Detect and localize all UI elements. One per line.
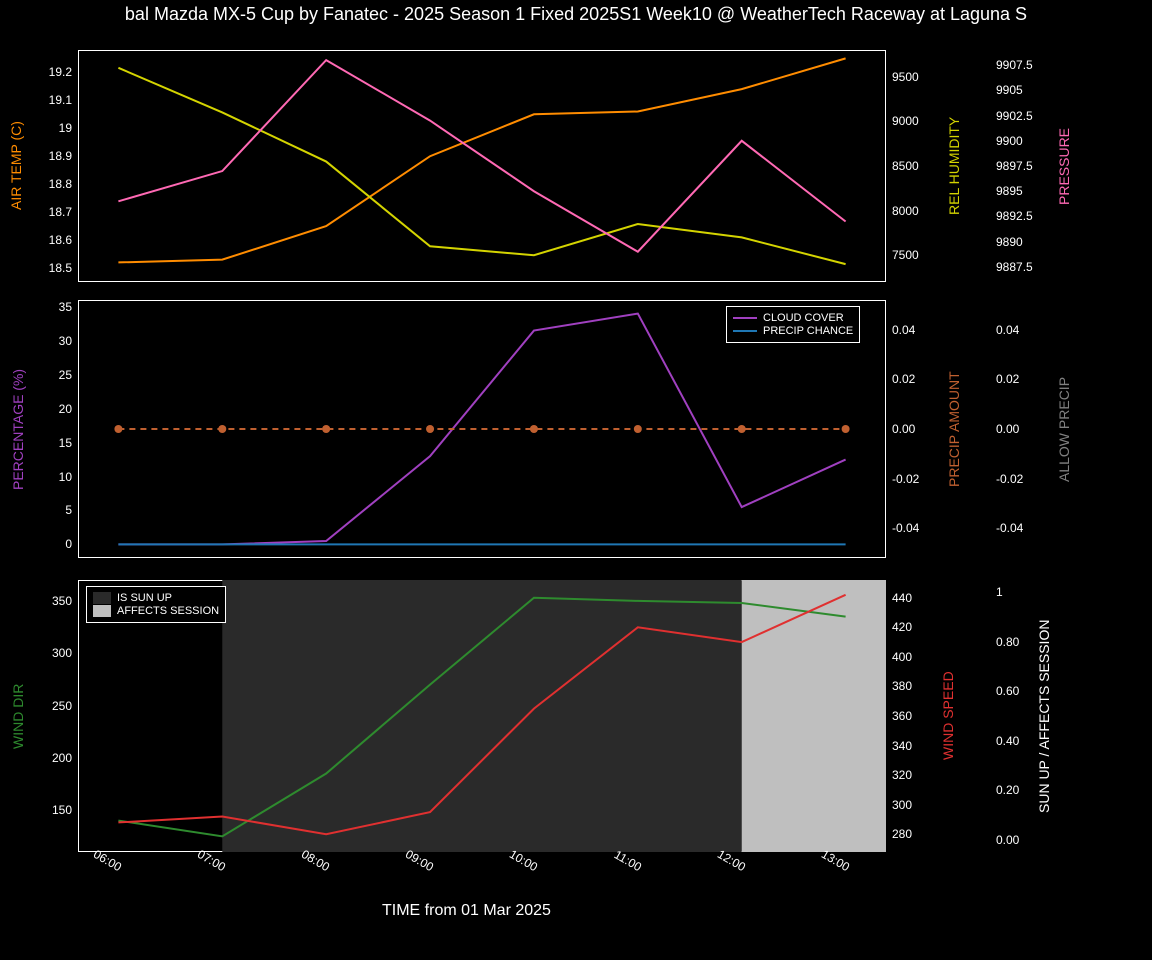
ylabel-allow-precip: ALLOW PRECIP (1056, 300, 1072, 558)
ytick-pct: 15 (24, 436, 72, 450)
legend-item-affects: AFFECTS SESSION (93, 605, 219, 617)
ytick-press: 9895 (996, 184, 1023, 198)
ytick-pct: 0 (24, 537, 72, 551)
ytick-amt: 0.04 (892, 323, 915, 337)
ytick-press: 9887.5 (996, 260, 1033, 274)
panel1-svg (78, 50, 886, 282)
ytick-spd: 280 (892, 827, 912, 841)
ytick-humid: 7500 (892, 248, 919, 262)
ytick-pct: 25 (24, 368, 72, 382)
ytick-sun: 0.60 (996, 684, 1019, 698)
ytick-press: 9897.5 (996, 159, 1033, 173)
ytick-spd: 340 (892, 739, 912, 753)
legend-panel3: IS SUN UPAFFECTS SESSION (86, 586, 226, 623)
ytick-air: 18.8 (24, 177, 72, 191)
ylabel-wind-speed: WIND SPEED (940, 580, 956, 852)
ytick-humid: 9000 (892, 114, 919, 128)
ytick-air: 18.7 (24, 205, 72, 219)
ytick-amt: 0.02 (892, 372, 915, 386)
ylabel-pressure: PRESSURE (1056, 50, 1072, 282)
ytick-pct: 5 (24, 503, 72, 517)
xlabel-time: TIME from 01 Mar 2025 (382, 902, 551, 920)
ytick-press: 9902.5 (996, 109, 1033, 123)
ytick-dir: 250 (24, 699, 72, 713)
ytick-press: 9890 (996, 235, 1023, 249)
ytick-sun: 0.20 (996, 783, 1019, 797)
ytick-allow: -0.02 (996, 472, 1023, 486)
ylabel-sun: SUN UP / AFFECTS SESSION (1036, 580, 1052, 852)
ytick-press: 9905 (996, 83, 1023, 97)
ytick-spd: 400 (892, 650, 912, 664)
ytick-press: 9892.5 (996, 209, 1033, 223)
ytick-air: 18.6 (24, 233, 72, 247)
ytick-spd: 380 (892, 679, 912, 693)
ytick-humid: 8500 (892, 159, 919, 173)
ytick-press: 9900 (996, 134, 1023, 148)
ytick-pct: 20 (24, 402, 72, 416)
ytick-spd: 440 (892, 591, 912, 605)
ytick-pct: 35 (24, 300, 72, 314)
ytick-allow: 0.00 (996, 422, 1019, 436)
ytick-amt: 0.00 (892, 422, 915, 436)
ytick-allow: -0.04 (996, 521, 1023, 535)
ytick-amt: -0.02 (892, 472, 919, 486)
ytick-sun: 1 (996, 585, 1003, 599)
ytick-dir: 300 (24, 646, 72, 660)
ytick-spd: 300 (892, 798, 912, 812)
ytick-air: 19.1 (24, 93, 72, 107)
ytick-sun: 0.00 (996, 833, 1019, 847)
chart-title: bal Mazda MX-5 Cup by Fanatec - 2025 Sea… (0, 4, 1152, 25)
ylabel-humidity: REL HUMIDITY (946, 50, 962, 282)
ytick-dir: 150 (24, 803, 72, 817)
ytick-spd: 360 (892, 709, 912, 723)
legend-item-precip: PRECIP CHANCE (733, 325, 853, 337)
legend-item-sunup: IS SUN UP (93, 592, 219, 604)
ytick-dir: 200 (24, 751, 72, 765)
ytick-allow: 0.02 (996, 372, 1019, 386)
ytick-air: 18.5 (24, 261, 72, 275)
ytick-air: 19 (24, 121, 72, 135)
legend-panel2: CLOUD COVERPRECIP CHANCE (726, 306, 860, 343)
ytick-amt: -0.04 (892, 521, 919, 535)
ylabel-air-temp: AIR TEMP (C) (8, 50, 24, 282)
ytick-air: 18.9 (24, 149, 72, 163)
ytick-air: 19.2 (24, 65, 72, 79)
ytick-pct: 30 (24, 334, 72, 348)
ytick-spd: 320 (892, 768, 912, 782)
ytick-allow: 0.04 (996, 323, 1019, 337)
legend-item-cloud: CLOUD COVER (733, 312, 853, 324)
ytick-dir: 350 (24, 594, 72, 608)
ytick-sun: 0.80 (996, 635, 1019, 649)
ytick-pct: 10 (24, 470, 72, 484)
ylabel-precip-amount: PRECIP AMOUNT (946, 300, 962, 558)
ytick-humid: 9500 (892, 70, 919, 84)
ytick-spd: 420 (892, 620, 912, 634)
ytick-press: 9907.5 (996, 58, 1033, 72)
ytick-sun: 0.40 (996, 734, 1019, 748)
ytick-humid: 8000 (892, 204, 919, 218)
